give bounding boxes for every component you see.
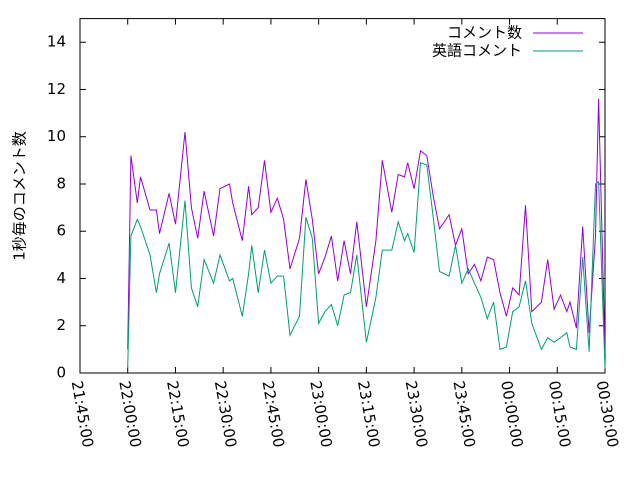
x-tick-label: 00:15:00	[545, 379, 574, 448]
y-tick-label: 12	[47, 80, 66, 98]
y-tick-label: 6	[56, 222, 66, 240]
y-tick-label: 0	[56, 364, 66, 382]
x-tick-label: 23:00:00	[306, 379, 335, 448]
x-tick-label: 23:30:00	[402, 379, 431, 448]
plot-border	[79, 18, 606, 374]
series-line	[127, 161, 606, 369]
x-tick-label: 23:45:00	[449, 379, 478, 448]
y-tick-label: 14	[47, 33, 66, 51]
x-tick-label: 22:30:00	[211, 379, 240, 448]
x-tick-label: 22:45:00	[259, 379, 288, 448]
y-axis-label: 1秒毎のコメント数	[11, 131, 29, 261]
legend-label: コメント数	[447, 24, 522, 42]
y-tick-label: 10	[47, 127, 66, 145]
x-tick-label: 00:00:00	[497, 379, 526, 448]
y-tick-label: 4	[56, 269, 66, 287]
x-tick-label: 23:15:00	[354, 379, 383, 448]
x-tick-label: 21:45:00	[68, 379, 97, 448]
y-tick-label: 8	[56, 174, 66, 192]
x-tick-label: 22:00:00	[115, 379, 144, 448]
y-tick-label: 2	[56, 316, 66, 334]
x-tick-label: 22:15:00	[163, 379, 192, 448]
x-tick-label: 00:30:00	[593, 379, 622, 448]
legend-label: 英語コメント	[432, 42, 522, 60]
series-line	[127, 98, 606, 355]
